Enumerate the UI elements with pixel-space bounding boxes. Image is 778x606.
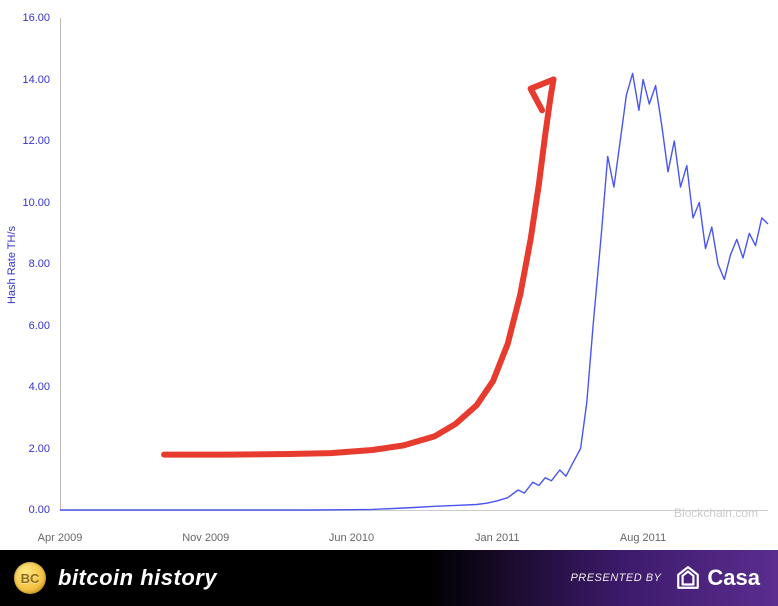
footer-title: bitcoin history xyxy=(58,565,217,591)
chart-svg xyxy=(0,0,778,550)
sponsor-casa: Casa xyxy=(675,565,760,591)
presented-by-label: PRESENTED BY xyxy=(570,572,661,584)
hashrate-chart: Hash Rate TH/s 0.002.004.006.008.0010.00… xyxy=(0,0,778,550)
footer-bar: BC bitcoin history PRESENTED BY Casa xyxy=(0,550,778,606)
bitcoin-coin-icon: BC xyxy=(14,562,46,594)
watermark: Blockchain.com xyxy=(674,506,758,520)
casa-logo-icon xyxy=(675,565,701,591)
sponsor-name: Casa xyxy=(707,565,760,591)
trend-arrow-body xyxy=(164,80,553,455)
